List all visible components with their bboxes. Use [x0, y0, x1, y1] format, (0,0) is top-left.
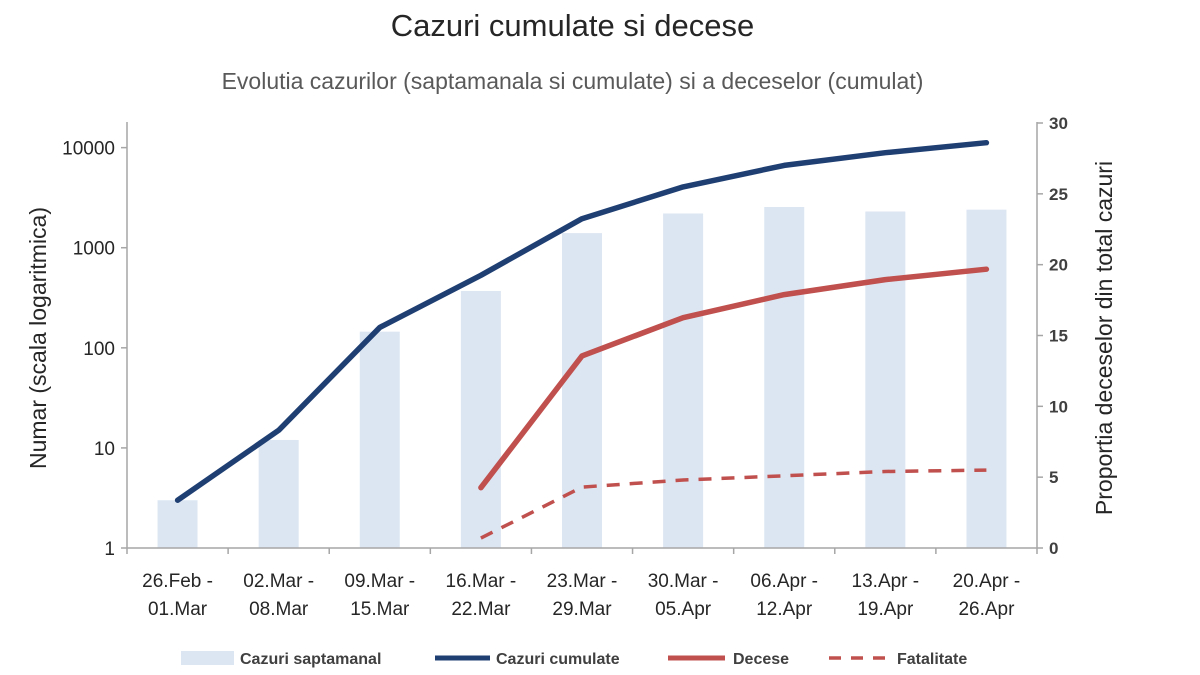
legend-swatch-bar [181, 651, 234, 665]
x-tick-label-line: 15.Mar [350, 599, 410, 620]
bar-weekly-cases [663, 213, 704, 548]
left-tick-label: 1 [104, 539, 115, 560]
bar-weekly-cases [562, 233, 602, 549]
legend-item: Cazuri cumulate [435, 651, 620, 668]
bars-layer [157, 207, 1007, 549]
bar-weekly-cases [764, 207, 805, 548]
x-tick-label-line: 30.Mar - [648, 571, 719, 592]
x-tick-label: 26.Feb - 01.Mar [142, 571, 213, 620]
left-tick-label: 100 [83, 339, 115, 360]
line-fatality [480, 468, 987, 540]
left-tick-label: 10000 [62, 139, 115, 160]
legend-label: Decese [733, 651, 789, 668]
x-tick-label: 23.Mar - 29.Mar [547, 571, 618, 620]
left-tick-label: 1000 [73, 239, 115, 260]
left-tick-label: 10 [94, 439, 115, 460]
legend-item: Decese [668, 651, 789, 668]
right-tick-label: 20 [1049, 256, 1068, 275]
x-tick-label-line: 08.Mar [249, 599, 309, 620]
x-tick-label-line: 23.Mar - [547, 571, 618, 592]
x-tick-label-line: 09.Mar - [344, 571, 415, 592]
bar-weekly-cases [966, 209, 1007, 549]
bar-weekly-cases [359, 331, 400, 548]
legend-label: Fatalitate [897, 651, 967, 668]
x-tick-label-line: 26.Apr [958, 599, 1015, 620]
x-tick-label-line: 16.Mar - [446, 571, 517, 592]
right-tick-label: 15 [1049, 327, 1068, 346]
legend: Cazuri saptamanal Cazuri cumulate Decese Fa… [181, 651, 967, 668]
x-tick-label: 30.Mar - 05.Apr [648, 571, 719, 620]
bar-weekly-cases [460, 290, 501, 548]
legend-label: Cazuri saptamanal [240, 651, 381, 668]
legend-item: Fatalitate [829, 651, 967, 668]
bar-weekly-cases [865, 211, 906, 548]
bar-weekly-cases [258, 439, 299, 548]
line-cumulative-cases [174, 139, 990, 503]
right-tick-label: 5 [1049, 468, 1058, 487]
x-tick-label-line: 19.Apr [857, 599, 914, 620]
x-tick-label-line: 20.Apr - [953, 571, 1021, 592]
line-deaths [478, 266, 990, 491]
x-tick-label-line: 06.Apr - [750, 571, 818, 592]
legend-item: Cazuri saptamanal [181, 651, 381, 668]
x-tick-label-line: 02.Mar - [243, 571, 314, 592]
left-axis-title: Numar (scala logaritmica) [25, 207, 51, 469]
x-tick-label: 02.Mar - 08.Mar [243, 571, 314, 620]
lines-layer [174, 139, 990, 540]
x-tick-label-line: 05.Apr [655, 599, 712, 620]
x-tick-label-line: 13.Apr - [852, 571, 920, 592]
chart-subtitle: Evolutia cazurilor (saptamanala si cumul… [221, 68, 924, 94]
x-tick-label: 16.Mar - 22.Mar [446, 571, 517, 620]
x-tick-label: 20.Apr - 26.Apr [953, 571, 1021, 620]
x-tick-label-line: 01.Mar [148, 599, 208, 620]
right-tick-label: 0 [1049, 539, 1058, 558]
x-tick-label-line: 26.Feb - [142, 571, 213, 592]
right-tick-label: 25 [1049, 185, 1068, 204]
chart-title: Cazuri cumulate si decese [390, 8, 755, 43]
x-tick-label: 13.Apr - 19.Apr [852, 571, 920, 620]
right-tick-label: 30 [1049, 114, 1068, 133]
x-tick-label-line: 12.Apr [756, 599, 813, 620]
right-axis-title: Proportia deceselor din total cazuri [1091, 161, 1117, 515]
axes-layer: 1 10 100 1000 10000 0 5 10 15 20 25 30 26.Feb - 01.Ma… [25, 114, 1117, 620]
bar-weekly-cases [157, 500, 198, 548]
right-tick-label: 10 [1049, 397, 1068, 416]
x-tick-label-line: 29.Mar [552, 599, 612, 620]
x-tick-label: 09.Mar - 15.Mar [344, 571, 415, 620]
x-tick-label-line: 22.Mar [451, 599, 511, 620]
legend-label: Cazuri cumulate [496, 651, 620, 668]
x-tick-label: 06.Apr - 12.Apr [750, 571, 818, 620]
